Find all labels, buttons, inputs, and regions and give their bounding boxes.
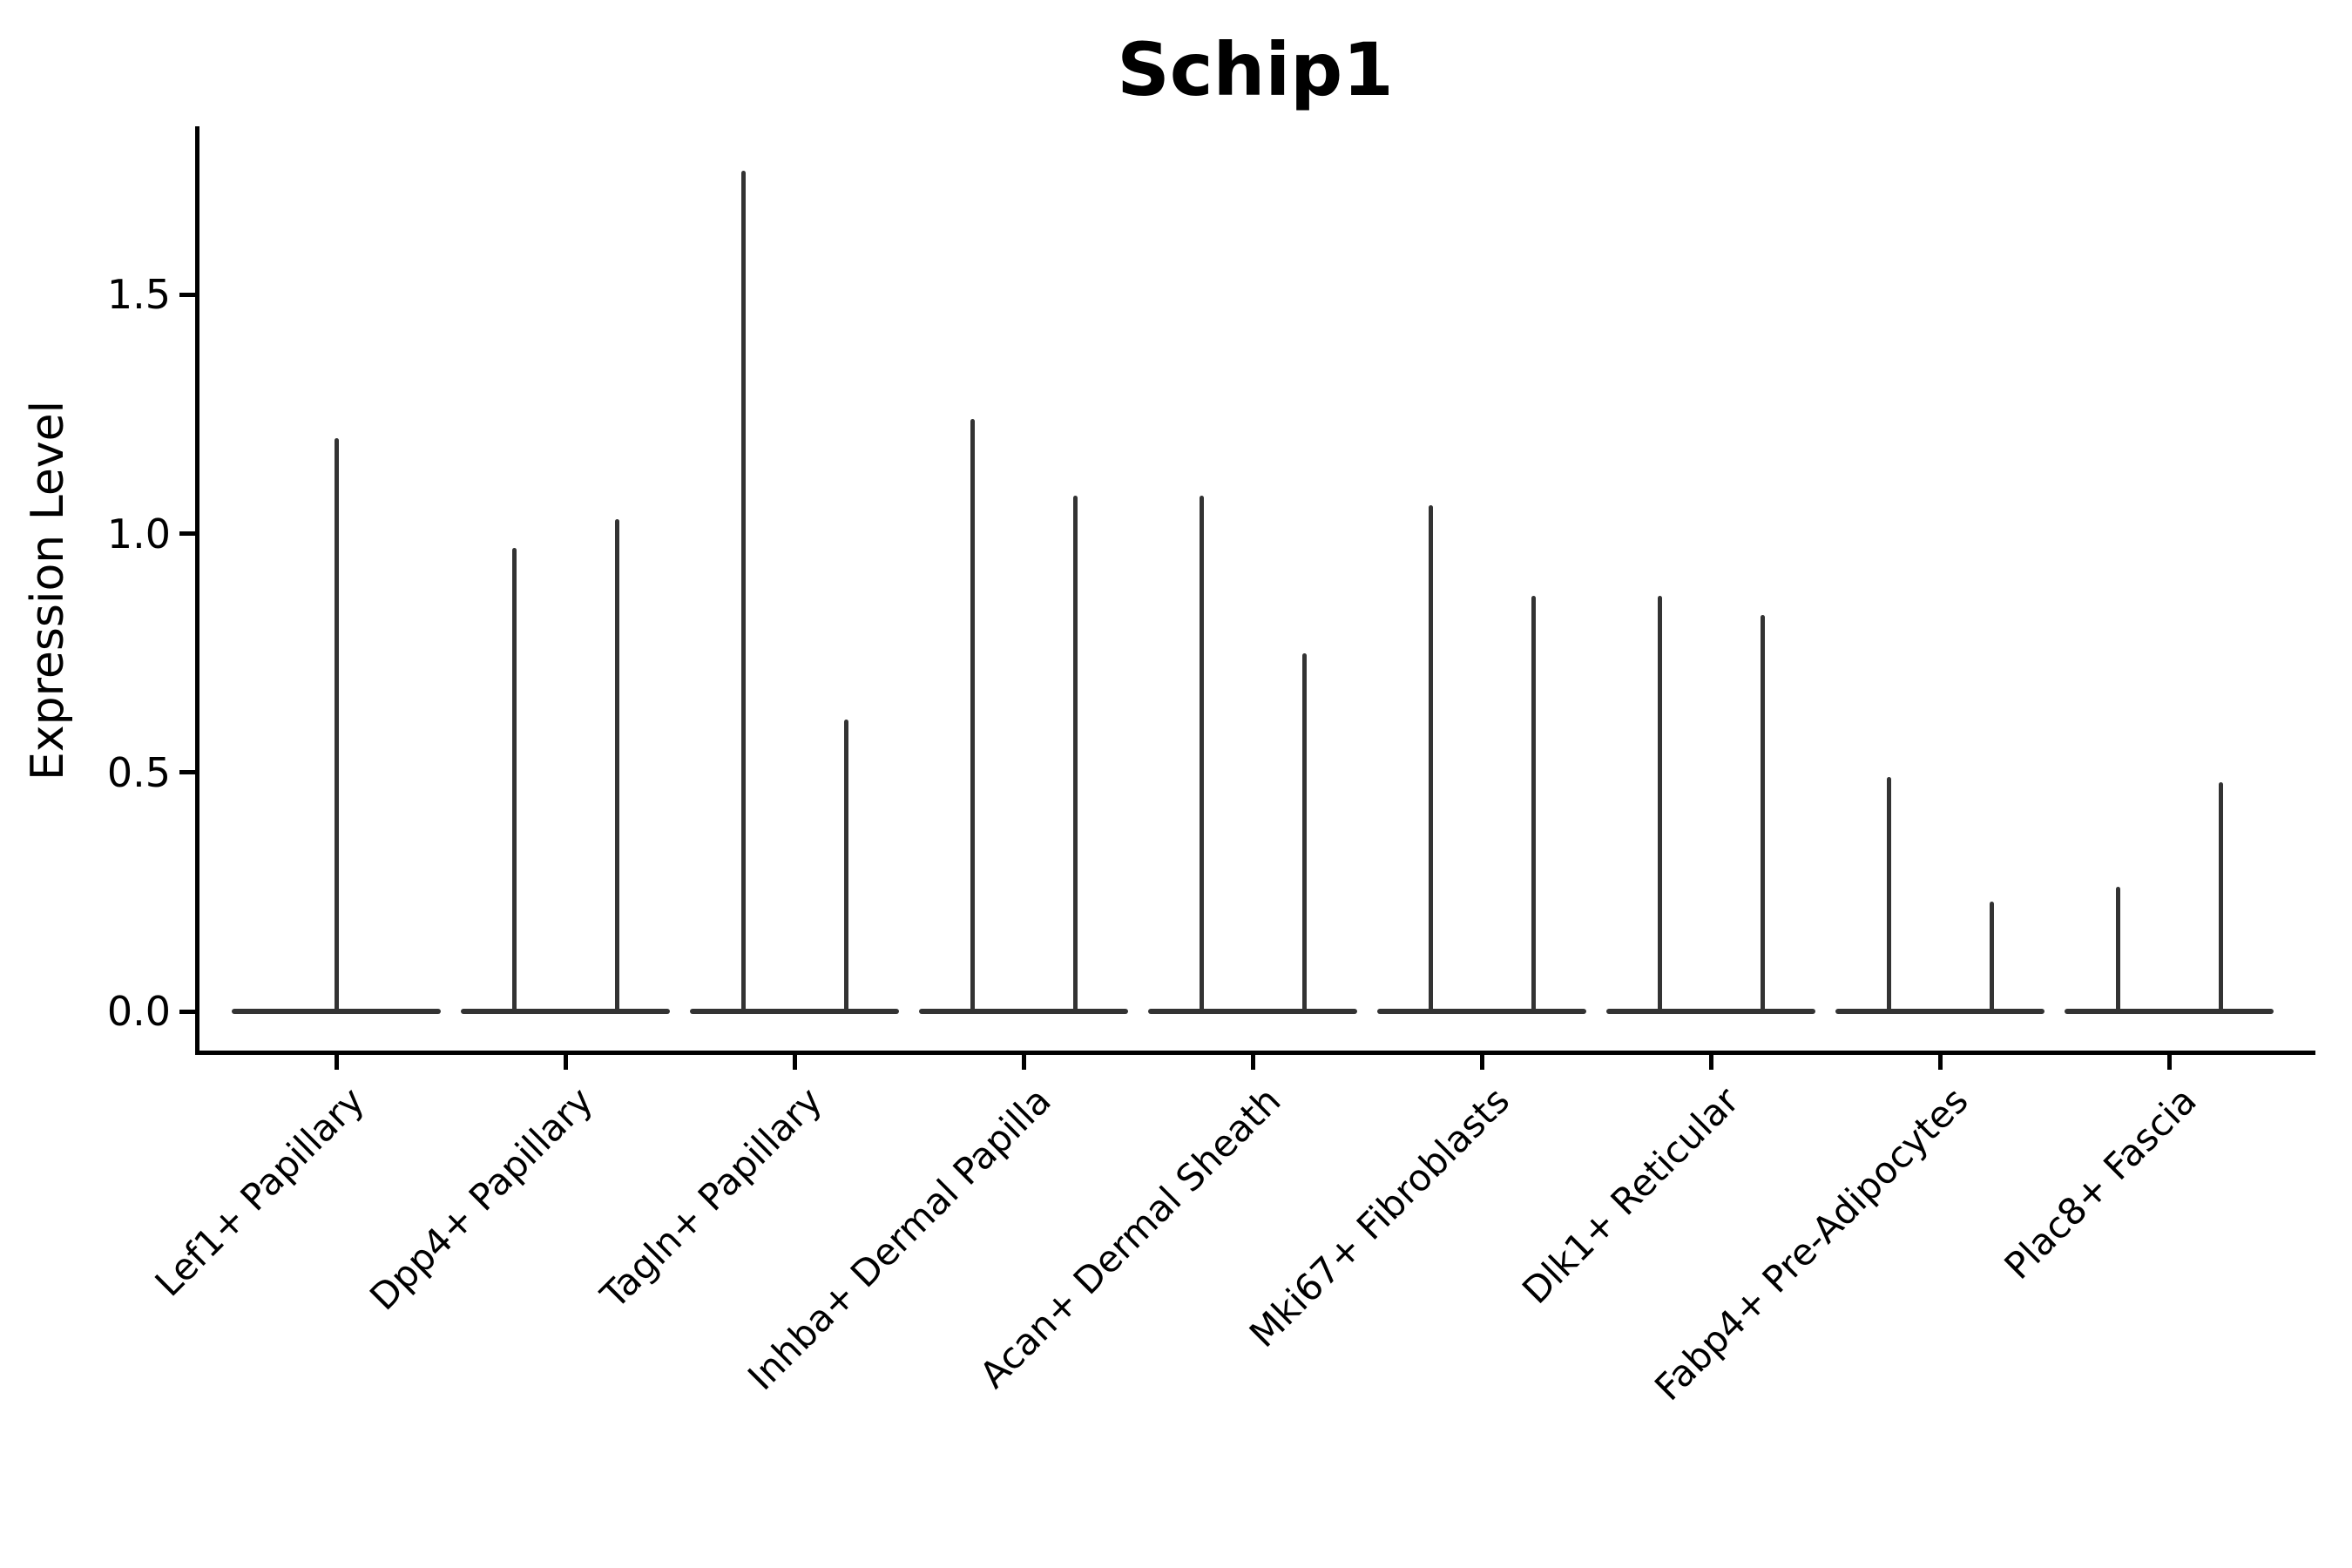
violin-spike	[970, 418, 975, 1014]
x-axis-tick	[334, 1055, 339, 1070]
y-axis-label: Expression Level	[22, 400, 74, 781]
violin-baseline	[1606, 1009, 1815, 1014]
violin-spike	[843, 720, 848, 1014]
violin-baseline	[690, 1009, 899, 1014]
y-axis-tick	[179, 292, 195, 297]
x-axis-tick	[1479, 1055, 1484, 1070]
violin-spike	[1531, 595, 1536, 1014]
x-axis-tick	[792, 1055, 797, 1070]
violin-baseline	[2065, 1009, 2274, 1014]
x-axis-tick	[1250, 1055, 1255, 1070]
violin-baseline	[1148, 1009, 1357, 1014]
violin-baseline	[1835, 1009, 2044, 1014]
x-axis-category-label: Lef1+ Papillary	[146, 1078, 373, 1305]
violin-spike	[511, 547, 517, 1014]
violin-spike	[1199, 495, 1204, 1014]
violin-baseline	[919, 1009, 1128, 1014]
violin-spike	[334, 437, 339, 1014]
x-axis-tick	[1021, 1055, 1026, 1070]
violin-spike	[1428, 504, 1433, 1014]
y-axis-tick-label: 0.0	[106, 988, 171, 1035]
x-axis-category-label: Tagln+ Papillary	[592, 1078, 831, 1317]
plot-title: Schip1	[1117, 27, 1394, 112]
y-axis-tick	[179, 1009, 195, 1014]
x-axis-tick	[563, 1055, 568, 1070]
x-axis-category-label: Dpp4+ Papillary	[362, 1078, 602, 1319]
violin-spike	[1072, 495, 1078, 1014]
x-axis-category-label: Plac8+ Fascia	[1996, 1078, 2206, 1288]
y-axis-tick-label: 1.5	[106, 271, 171, 319]
violin-spike	[1657, 595, 1662, 1014]
x-axis-tick	[2166, 1055, 2172, 1070]
violin-spike	[1301, 652, 1307, 1014]
x-axis-spine	[195, 1051, 2315, 1055]
y-axis-tick	[179, 531, 195, 536]
violin-spike	[740, 170, 746, 1014]
violin-spike	[614, 519, 619, 1014]
violin-baseline	[1377, 1009, 1586, 1014]
y-axis-spine	[195, 126, 199, 1055]
violin-spike	[1989, 901, 1994, 1014]
y-axis-tick	[179, 770, 195, 775]
violin-spike	[1760, 614, 1765, 1014]
violin-spike	[1886, 777, 1891, 1014]
violin-spike	[2115, 887, 2120, 1014]
x-axis-tick	[1937, 1055, 1943, 1070]
y-axis-tick-label: 0.5	[106, 748, 171, 796]
x-axis-category-label: Dlk1+ Reticular	[1513, 1078, 1747, 1313]
violin-spike	[2218, 781, 2223, 1014]
x-axis-tick	[1708, 1055, 1713, 1070]
x-axis-category-label: Mki67+ Fibroblasts	[1240, 1078, 1518, 1356]
y-axis-tick-label: 1.0	[106, 510, 171, 558]
violin-baseline	[461, 1009, 670, 1014]
